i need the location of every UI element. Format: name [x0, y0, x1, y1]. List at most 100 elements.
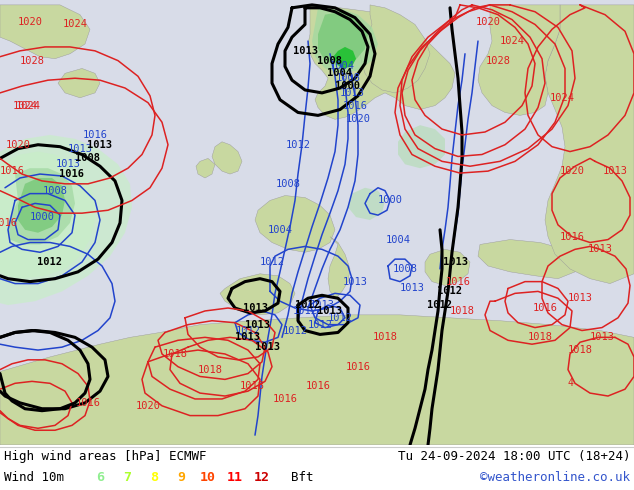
Text: 1012: 1012	[37, 257, 63, 267]
Text: 1012: 1012	[307, 319, 332, 330]
Text: 1004: 1004	[385, 235, 410, 245]
Text: 1020: 1020	[476, 17, 500, 26]
Text: Tu 24-09-2024 18:00 UTC (18+24): Tu 24-09-2024 18:00 UTC (18+24)	[398, 450, 630, 464]
Text: 1016: 1016	[342, 100, 368, 111]
Text: 1013: 1013	[67, 144, 93, 154]
Text: 7: 7	[123, 471, 131, 485]
Text: 1016: 1016	[60, 169, 84, 179]
Polygon shape	[312, 8, 378, 74]
Text: 1020: 1020	[6, 140, 30, 150]
Text: 1013: 1013	[292, 46, 318, 56]
Text: 1016: 1016	[559, 232, 585, 242]
Polygon shape	[8, 168, 75, 245]
Text: 1004: 1004	[328, 68, 353, 78]
Text: ©weatheronline.co.uk: ©weatheronline.co.uk	[480, 471, 630, 485]
Text: 1008: 1008	[75, 153, 101, 163]
Text: 1012: 1012	[292, 306, 318, 316]
Text: 1013: 1013	[318, 306, 342, 316]
Text: 1012: 1012	[328, 313, 353, 323]
Polygon shape	[334, 47, 356, 69]
Text: 1018: 1018	[162, 349, 188, 359]
Text: 1000: 1000	[335, 81, 361, 91]
Polygon shape	[318, 12, 368, 67]
Polygon shape	[478, 5, 560, 115]
Text: 1028: 1028	[486, 56, 510, 66]
Text: 1008: 1008	[318, 56, 342, 66]
Polygon shape	[255, 196, 335, 252]
Text: 1012: 1012	[285, 140, 311, 150]
Text: 1024: 1024	[550, 93, 574, 103]
Polygon shape	[196, 158, 215, 178]
Text: 1013: 1013	[602, 166, 628, 176]
Text: Wind 10m: Wind 10m	[4, 471, 64, 485]
Text: 1020: 1020	[559, 166, 585, 176]
Text: 1016: 1016	[346, 362, 370, 372]
Polygon shape	[0, 135, 132, 305]
Text: 1012: 1012	[259, 257, 285, 267]
Text: 1008: 1008	[392, 264, 418, 274]
Text: 1016: 1016	[0, 218, 18, 228]
Text: 1016: 1016	[306, 381, 330, 391]
Text: 1013: 1013	[399, 283, 425, 294]
Text: 1012: 1012	[437, 286, 462, 296]
Text: Bft: Bft	[291, 471, 313, 485]
Polygon shape	[328, 237, 350, 298]
Polygon shape	[425, 249, 470, 286]
Text: 1004: 1004	[268, 225, 292, 235]
Text: 1013: 1013	[245, 319, 271, 330]
Text: 1018: 1018	[373, 332, 398, 343]
Text: 1012: 1012	[427, 300, 453, 310]
Text: 1000: 1000	[377, 196, 403, 205]
Text: 1024: 1024	[13, 100, 37, 111]
Polygon shape	[0, 151, 95, 279]
Text: 1012: 1012	[283, 325, 307, 336]
Polygon shape	[348, 188, 385, 220]
Text: 1013: 1013	[443, 257, 467, 267]
Polygon shape	[308, 5, 455, 119]
Text: 11: 11	[227, 471, 243, 485]
Text: 1008: 1008	[42, 186, 67, 196]
Text: 1013: 1013	[242, 303, 268, 313]
Text: 1020: 1020	[346, 114, 370, 124]
Text: 1016: 1016	[446, 277, 470, 287]
Text: 1024: 1024	[500, 36, 524, 46]
Text: High wind areas [hPa] ECMWF: High wind areas [hPa] ECMWF	[4, 450, 207, 464]
Text: 1018: 1018	[198, 365, 223, 375]
Text: 1012: 1012	[295, 300, 321, 310]
Text: 1013: 1013	[87, 140, 112, 150]
Polygon shape	[58, 69, 100, 98]
Text: 6: 6	[96, 471, 104, 485]
Text: 1013: 1013	[256, 342, 280, 352]
Text: 1013: 1013	[588, 245, 612, 254]
Text: 1013: 1013	[342, 277, 368, 287]
Text: 1020: 1020	[18, 17, 42, 26]
Text: 1016: 1016	[75, 398, 101, 408]
Text: 1028: 1028	[20, 56, 44, 66]
Polygon shape	[360, 5, 430, 93]
Text: 1013: 1013	[339, 88, 365, 98]
Text: 1008: 1008	[335, 73, 361, 83]
Text: 12: 12	[254, 471, 270, 485]
Text: 1020: 1020	[136, 401, 160, 411]
Text: 1013: 1013	[235, 332, 261, 343]
Text: 10: 10	[200, 471, 216, 485]
Text: 1024: 1024	[63, 20, 87, 29]
Polygon shape	[220, 274, 295, 315]
Polygon shape	[478, 240, 580, 279]
Text: 1013: 1013	[56, 159, 81, 169]
Text: 1012: 1012	[235, 325, 261, 336]
Text: 1016: 1016	[273, 394, 297, 404]
Text: 1013: 1013	[567, 293, 593, 303]
Text: 1018: 1018	[450, 306, 474, 316]
Text: 1016: 1016	[533, 303, 557, 313]
Text: 1008: 1008	[276, 179, 301, 189]
Text: 1018: 1018	[240, 381, 264, 391]
Polygon shape	[545, 5, 634, 284]
Text: 1013: 1013	[590, 332, 614, 343]
Text: 9: 9	[177, 471, 185, 485]
Text: 4: 4	[567, 378, 573, 388]
Text: 1000: 1000	[30, 212, 55, 222]
Text: 8: 8	[150, 471, 158, 485]
Polygon shape	[18, 178, 65, 233]
Text: 1013: 1013	[309, 300, 335, 310]
